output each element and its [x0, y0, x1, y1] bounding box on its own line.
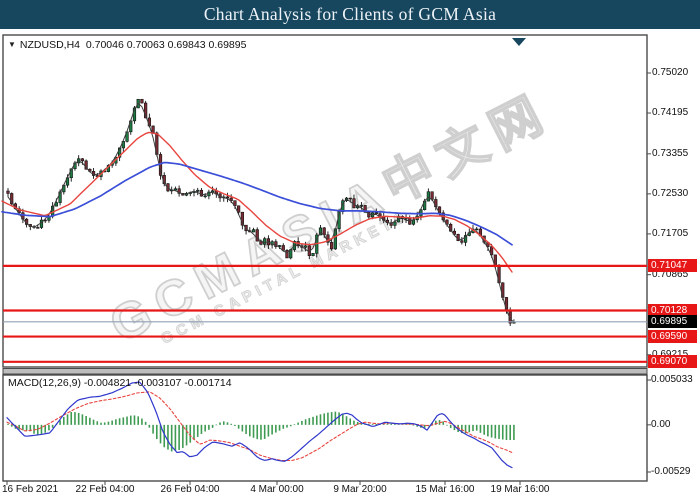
time-tick-label: 16 Feb 2021	[2, 484, 59, 495]
macd-tick-label: -0.00529	[651, 466, 691, 477]
resistance-price-tag: 0.70128	[648, 303, 697, 317]
price-tick-label: 0.75020	[652, 66, 689, 78]
macd-tick-label: 0.00	[651, 418, 671, 430]
price-tick-label: 0.73355	[652, 147, 689, 159]
resistance-price-tag: 0.71047	[648, 259, 697, 273]
page-title: Chart Analysis for Clients of GCM Asia	[203, 4, 497, 24]
resistance-price-tag: 0.69590	[648, 330, 697, 344]
macd-indicator-label: MACD(12,26,9) -0.004821 -0.003107 -0.001…	[8, 377, 232, 389]
current-price-tag: 0.69895	[648, 315, 697, 329]
time-tick-label: 15 Mar 16:00	[415, 484, 475, 495]
time-tick-label: 19 Mar 16:00	[490, 484, 550, 495]
symbol-ohlc-values: 0.70046 0.70063 0.69843 0.69895	[85, 39, 247, 51]
symbol-dropdown-icon: ▼	[8, 40, 16, 49]
time-tick-label: 26 Feb 04:00	[160, 484, 220, 495]
price-tick-label: 0.69215	[652, 348, 689, 360]
time-tick-label: 9 Mar 20:00	[333, 484, 387, 495]
macd-tick-label: 0.005033	[651, 374, 693, 385]
chart-shift-marker-icon[interactable]	[512, 38, 526, 46]
symbol-name: NZDUSD,H4	[19, 39, 81, 51]
resistance-price-tag: 0.69070	[648, 355, 697, 369]
time-tick-label: 22 Feb 04:00	[75, 484, 135, 495]
price-tick-label: 0.71705	[652, 227, 689, 239]
title-bar: Chart Analysis for Clients of GCM Asia	[0, 0, 700, 29]
time-tick-label: 4 Mar 00:00	[250, 484, 304, 495]
symbol-selector[interactable]: ▼ NZDUSD,H4 0.70046 0.70063 0.69843 0.698…	[8, 39, 246, 51]
price-tick-label: 0.72530	[652, 187, 689, 199]
price-tick-label: 0.70865	[652, 268, 689, 280]
price-tick-label: 0.74195	[652, 107, 689, 119]
